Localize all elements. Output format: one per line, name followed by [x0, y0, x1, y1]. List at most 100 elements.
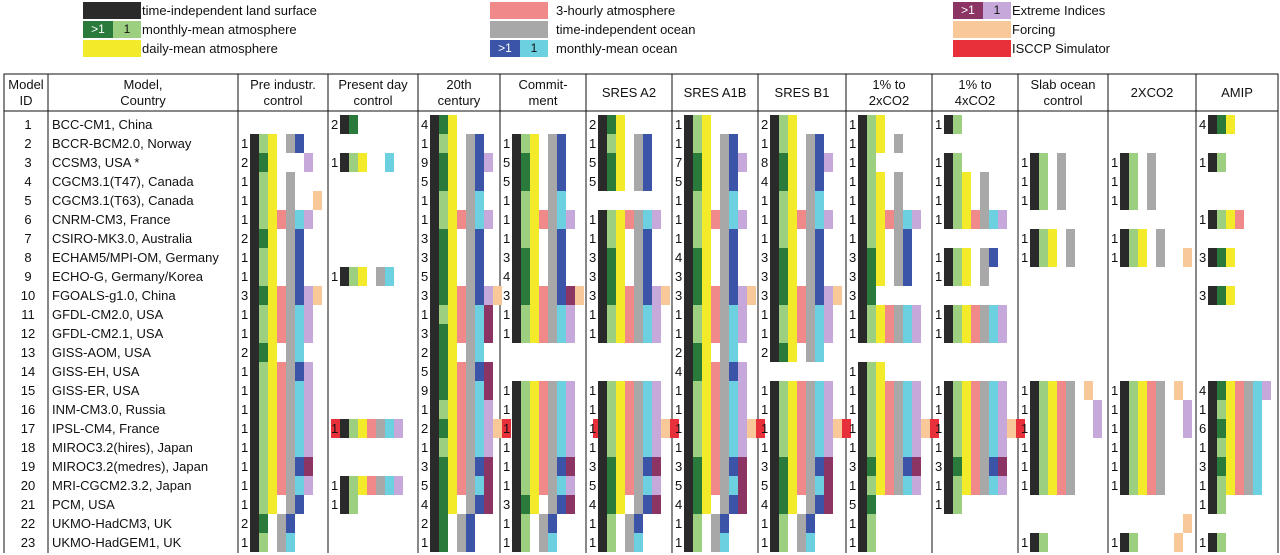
data-stripe: [944, 267, 953, 286]
ensemble-count: 1: [1111, 421, 1118, 436]
data-stripe: [548, 172, 557, 191]
data-stripe: [1208, 286, 1217, 305]
data-stripe: [770, 153, 779, 172]
data-stripe: [557, 381, 566, 400]
data-stripe: [598, 153, 607, 172]
ensemble-count: 4: [1199, 117, 1206, 132]
data-stripe: [806, 381, 815, 400]
data-stripe: [858, 495, 867, 514]
data-stripe: [858, 305, 867, 324]
ensemble-count: 1: [935, 117, 942, 132]
data-stripe: [530, 286, 539, 305]
data-stripe: [867, 153, 876, 172]
data-stripe: [548, 286, 557, 305]
data-stripe: [1030, 248, 1039, 267]
data-stripe: [530, 400, 539, 419]
data-stripe: [806, 153, 815, 172]
data-stripe: [989, 324, 998, 343]
data-stripe: [815, 210, 824, 229]
data-stripe: [439, 286, 448, 305]
data-stripe: [475, 343, 484, 362]
ensemble-count: 1: [935, 193, 942, 208]
data-stripe: [557, 191, 566, 210]
data-stripe: [903, 400, 912, 419]
legend-swatch: >1 1: [953, 2, 1011, 19]
data-stripe: [779, 286, 788, 305]
data-stripe: [1174, 381, 1183, 400]
data-stripe: [788, 115, 797, 134]
data-stripe: [340, 476, 349, 495]
data-stripe: [702, 476, 711, 495]
data-stripe: [876, 210, 885, 229]
data-stripe: [268, 229, 277, 248]
data-stripe: [1057, 153, 1066, 172]
data-stripe: [693, 400, 702, 419]
data-stripe: [430, 229, 439, 248]
data-stripe: [1208, 438, 1217, 457]
data-stripe: [475, 362, 484, 381]
data-stripe: [779, 172, 788, 191]
data-stripe: [448, 134, 457, 153]
data-stripe: [466, 514, 475, 533]
ensemble-count: 1: [935, 402, 942, 417]
data-stripe: [268, 191, 277, 210]
data-stripe: [989, 419, 998, 438]
data-stripe: [770, 115, 779, 134]
data-stripe: [557, 305, 566, 324]
data-stripe: [521, 438, 530, 457]
data-stripe: [607, 381, 616, 400]
data-stripe: [806, 229, 815, 248]
data-stripe: [250, 457, 259, 476]
data-stripe: [448, 229, 457, 248]
data-stripe: [797, 533, 806, 552]
data-stripe: [268, 305, 277, 324]
data-stripe: [1156, 457, 1165, 476]
data-stripe: [295, 267, 304, 286]
data-stripe: [539, 533, 548, 552]
data-stripe: [286, 286, 295, 305]
data-stripe: [998, 476, 1007, 495]
ensemble-count: 2: [589, 117, 596, 132]
data-stripe: [815, 172, 824, 191]
data-stripe: [439, 438, 448, 457]
data-stripe: [858, 362, 867, 381]
data-stripe: [493, 419, 502, 438]
data-stripe: [944, 419, 953, 438]
data-stripe: [684, 267, 693, 286]
data-stripe: [439, 191, 448, 210]
data-stripe: [634, 134, 643, 153]
data-stripe: [806, 210, 815, 229]
data-stripe: [921, 419, 930, 438]
ensemble-count: 1: [935, 478, 942, 493]
data-stripe: [1226, 400, 1235, 419]
ensemble-count: 1: [241, 250, 248, 265]
data-stripe: [867, 400, 876, 419]
ensemble-count: 1: [849, 174, 856, 189]
data-stripe: [806, 400, 815, 419]
ensemble-count: 1: [331, 269, 338, 284]
ensemble-count: 1: [589, 136, 596, 151]
data-stripe: [833, 419, 842, 438]
data-stripe: [512, 495, 521, 514]
model-id: 18: [21, 440, 35, 455]
data-stripe: [1235, 210, 1244, 229]
ensemble-count: 3: [675, 288, 682, 303]
data-stripe: [858, 172, 867, 191]
data-stripe: [430, 191, 439, 210]
data-stripe: [277, 286, 286, 305]
data-stripe: [349, 476, 358, 495]
data-stripe: [466, 381, 475, 400]
model-id: 19: [21, 459, 35, 474]
data-stripe: [521, 229, 530, 248]
data-stripe: [824, 419, 833, 438]
data-stripe: [876, 248, 885, 267]
data-stripe: [702, 343, 711, 362]
data-stripe: [824, 476, 833, 495]
data-stripe: [980, 381, 989, 400]
data-stripe: [340, 153, 349, 172]
data-stripe: [530, 229, 539, 248]
legend-label: 3-hourly atmosphere: [556, 3, 676, 18]
model-id: 3: [24, 155, 31, 170]
data-stripe: [521, 210, 530, 229]
ensemble-count: 4: [675, 250, 682, 265]
